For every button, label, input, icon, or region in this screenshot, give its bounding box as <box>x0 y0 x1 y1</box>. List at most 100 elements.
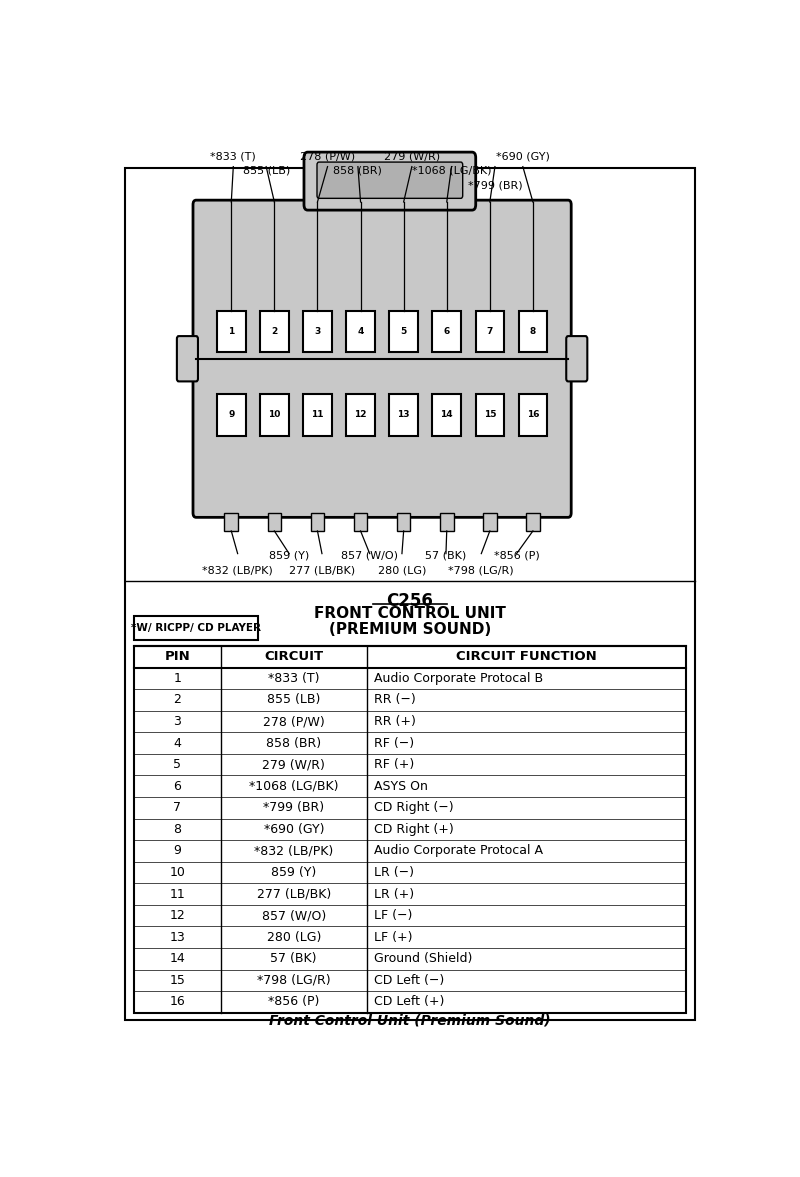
Text: RF (−): RF (−) <box>374 737 414 750</box>
Text: *856 (P): *856 (P) <box>268 996 319 1009</box>
Bar <box>310 513 324 531</box>
Text: *832 (LB/PK): *832 (LB/PK) <box>202 565 273 576</box>
Bar <box>217 311 246 352</box>
Text: *833 (T): *833 (T) <box>268 672 319 685</box>
Text: 280 (LG): 280 (LG) <box>266 931 321 944</box>
Text: 5: 5 <box>174 758 182 771</box>
Bar <box>390 311 418 352</box>
Text: 855 (LB): 855 (LB) <box>267 693 321 706</box>
Text: LR (−): LR (−) <box>374 866 414 879</box>
Text: Ground (Shield): Ground (Shield) <box>374 952 473 965</box>
Bar <box>390 394 418 435</box>
Text: CD Left (−): CD Left (−) <box>374 973 444 986</box>
Text: CD Left (+): CD Left (+) <box>374 996 445 1009</box>
FancyBboxPatch shape <box>317 162 462 199</box>
FancyBboxPatch shape <box>177 337 198 381</box>
Text: 16: 16 <box>170 996 186 1009</box>
Text: 12: 12 <box>170 909 186 922</box>
Text: RR (+): RR (+) <box>374 716 416 729</box>
Text: 1: 1 <box>228 327 234 337</box>
Text: Audio Corporate Protocal B: Audio Corporate Protocal B <box>374 672 543 685</box>
Bar <box>518 311 547 352</box>
Text: *1068 (LG/BK): *1068 (LG/BK) <box>249 779 338 793</box>
Text: 13: 13 <box>170 931 186 944</box>
Text: 12: 12 <box>354 411 367 419</box>
Text: 855 (LB): 855 (LB) <box>242 166 290 175</box>
Bar <box>440 513 454 531</box>
Text: 279 (W/R): 279 (W/R) <box>384 151 440 161</box>
Text: *798 (LG/R): *798 (LG/R) <box>257 973 330 986</box>
Text: 858 (BR): 858 (BR) <box>334 166 382 175</box>
Bar <box>518 394 547 435</box>
Text: 4: 4 <box>174 737 182 750</box>
Text: 15: 15 <box>170 973 186 986</box>
Bar <box>483 513 497 531</box>
Text: *832 (LB/PK): *832 (LB/PK) <box>254 844 334 858</box>
Text: C256: C256 <box>386 592 434 610</box>
Text: 7: 7 <box>486 327 493 337</box>
Bar <box>433 394 461 435</box>
Text: 9: 9 <box>174 844 182 858</box>
Text: 7: 7 <box>174 802 182 814</box>
Bar <box>526 513 540 531</box>
Bar <box>225 513 238 531</box>
Text: 10: 10 <box>170 866 186 879</box>
Text: Audio Corporate Protocal A: Audio Corporate Protocal A <box>374 844 543 858</box>
Text: 57 (BK): 57 (BK) <box>270 952 317 965</box>
Text: 857 (W/O): 857 (W/O) <box>262 909 326 922</box>
Text: 278 (P/W): 278 (P/W) <box>300 151 355 161</box>
Text: PIN: PIN <box>165 651 190 664</box>
Text: *1068 (LG/BK): *1068 (LG/BK) <box>412 166 491 175</box>
Text: 13: 13 <box>398 411 410 419</box>
Text: RR (−): RR (−) <box>374 693 416 706</box>
Text: 6: 6 <box>174 779 182 793</box>
Text: *W/ RICPP/ CD PLAYER: *W/ RICPP/ CD PLAYER <box>131 623 261 633</box>
Bar <box>260 311 289 352</box>
Text: 3: 3 <box>174 716 182 729</box>
Text: 2: 2 <box>271 327 278 337</box>
Text: *799 (BR): *799 (BR) <box>263 802 324 814</box>
Text: 9: 9 <box>228 411 234 419</box>
Text: 11: 11 <box>170 887 186 900</box>
Text: *856 (P): *856 (P) <box>494 551 539 561</box>
Bar <box>303 394 332 435</box>
Text: ASYS On: ASYS On <box>374 779 428 793</box>
Bar <box>346 311 375 352</box>
Text: (PREMIUM SOUND): (PREMIUM SOUND) <box>329 621 491 637</box>
Text: LR (+): LR (+) <box>374 887 414 900</box>
FancyBboxPatch shape <box>566 337 587 381</box>
Text: LF (−): LF (−) <box>374 909 413 922</box>
Text: CD Right (−): CD Right (−) <box>374 802 454 814</box>
Text: CIRCUIT: CIRCUIT <box>264 651 323 664</box>
Text: 4: 4 <box>358 327 364 337</box>
Text: 277 (LB/BK): 277 (LB/BK) <box>289 565 355 576</box>
Text: 2: 2 <box>174 693 182 706</box>
Bar <box>475 394 504 435</box>
Text: *690 (GY): *690 (GY) <box>496 151 550 161</box>
Text: CIRCUIT FUNCTION: CIRCUIT FUNCTION <box>456 651 597 664</box>
Text: 15: 15 <box>483 411 496 419</box>
Text: Front Control Unit (Premium Sound): Front Control Unit (Premium Sound) <box>269 1013 551 1028</box>
Text: 14: 14 <box>441 411 453 419</box>
Bar <box>134 616 258 640</box>
Text: 278 (P/W): 278 (P/W) <box>263 716 325 729</box>
Text: 858 (BR): 858 (BR) <box>266 737 322 750</box>
Bar <box>346 394 375 435</box>
Text: 5: 5 <box>401 327 406 337</box>
Text: CD Right (+): CD Right (+) <box>374 823 454 836</box>
Bar <box>433 311 461 352</box>
Text: *798 (LG/R): *798 (LG/R) <box>449 565 514 576</box>
Bar <box>303 311 332 352</box>
Bar <box>397 513 410 531</box>
Text: 277 (LB/BK): 277 (LB/BK) <box>257 887 331 900</box>
Text: *833 (T): *833 (T) <box>210 151 256 161</box>
Text: LF (+): LF (+) <box>374 931 413 944</box>
Bar <box>134 646 686 1012</box>
Bar <box>260 394 289 435</box>
Bar <box>354 513 367 531</box>
Text: RF (+): RF (+) <box>374 758 414 771</box>
Bar <box>217 394 246 435</box>
Text: 16: 16 <box>526 411 539 419</box>
FancyBboxPatch shape <box>193 200 571 518</box>
Text: 57 (BK): 57 (BK) <box>426 551 466 561</box>
